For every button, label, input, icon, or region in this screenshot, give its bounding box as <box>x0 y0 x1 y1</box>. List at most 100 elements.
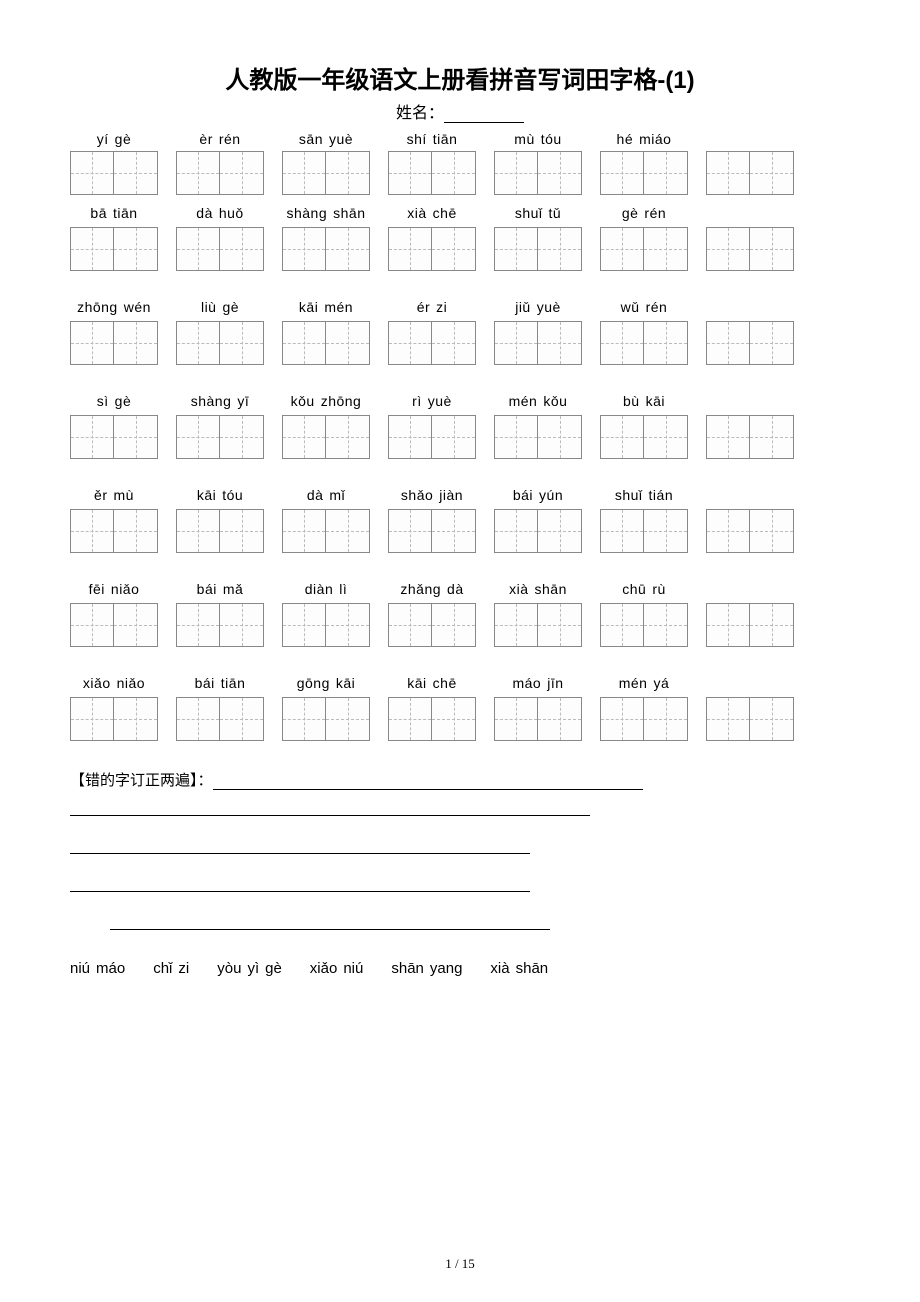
tianzi-cell[interactable] <box>494 227 538 271</box>
tianzi-cell[interactable] <box>114 603 158 647</box>
tianzi-pair[interactable] <box>706 415 794 459</box>
tianzi-pair[interactable] <box>282 151 370 195</box>
tianzi-cell[interactable] <box>432 509 476 553</box>
tianzi-cell[interactable] <box>432 415 476 459</box>
tianzi-pair[interactable] <box>388 227 476 271</box>
tianzi-cell[interactable] <box>388 227 432 271</box>
tianzi-cell[interactable] <box>600 509 644 553</box>
tianzi-cell[interactable] <box>600 697 644 741</box>
tianzi-pair[interactable] <box>70 509 158 553</box>
tianzi-cell[interactable] <box>282 603 326 647</box>
tianzi-cell[interactable] <box>176 151 220 195</box>
tianzi-cell[interactable] <box>70 603 114 647</box>
tianzi-cell[interactable] <box>750 415 794 459</box>
tianzi-pair[interactable] <box>70 697 158 741</box>
tianzi-cell[interactable] <box>644 603 688 647</box>
tianzi-cell[interactable] <box>388 415 432 459</box>
tianzi-cell[interactable] <box>432 603 476 647</box>
tianzi-cell[interactable] <box>538 321 582 365</box>
tianzi-cell[interactable] <box>494 603 538 647</box>
tianzi-pair[interactable] <box>600 509 688 553</box>
tianzi-cell[interactable] <box>282 415 326 459</box>
tianzi-pair[interactable] <box>282 321 370 365</box>
tianzi-pair[interactable] <box>600 603 688 647</box>
tianzi-cell[interactable] <box>388 321 432 365</box>
tianzi-cell[interactable] <box>326 603 370 647</box>
tianzi-cell[interactable] <box>388 509 432 553</box>
tianzi-cell[interactable] <box>538 151 582 195</box>
tianzi-cell[interactable] <box>432 151 476 195</box>
tianzi-cell[interactable] <box>282 509 326 553</box>
tianzi-pair[interactable] <box>706 509 794 553</box>
tianzi-cell[interactable] <box>644 509 688 553</box>
tianzi-pair[interactable] <box>70 321 158 365</box>
tianzi-cell[interactable] <box>538 697 582 741</box>
tianzi-pair[interactable] <box>176 603 264 647</box>
tianzi-cell[interactable] <box>706 697 750 741</box>
tianzi-cell[interactable] <box>538 603 582 647</box>
tianzi-cell[interactable] <box>282 151 326 195</box>
tianzi-cell[interactable] <box>600 415 644 459</box>
tianzi-cell[interactable] <box>176 321 220 365</box>
tianzi-cell[interactable] <box>114 227 158 271</box>
tianzi-cell[interactable] <box>750 321 794 365</box>
tianzi-pair[interactable] <box>600 227 688 271</box>
tianzi-pair[interactable] <box>388 697 476 741</box>
tianzi-cell[interactable] <box>644 151 688 195</box>
tianzi-pair[interactable] <box>282 415 370 459</box>
tianzi-pair[interactable] <box>600 151 688 195</box>
tianzi-pair[interactable] <box>388 151 476 195</box>
correction-blank[interactable] <box>213 776 643 790</box>
tianzi-cell[interactable] <box>706 509 750 553</box>
tianzi-cell[interactable] <box>326 509 370 553</box>
tianzi-cell[interactable] <box>600 321 644 365</box>
blank-line-4[interactable] <box>110 928 550 930</box>
tianzi-cell[interactable] <box>644 227 688 271</box>
blank-line-3[interactable] <box>70 890 530 892</box>
tianzi-pair[interactable] <box>388 321 476 365</box>
tianzi-cell[interactable] <box>220 509 264 553</box>
tianzi-pair[interactable] <box>282 509 370 553</box>
tianzi-cell[interactable] <box>326 697 370 741</box>
tianzi-pair[interactable] <box>494 227 582 271</box>
tianzi-pair[interactable] <box>600 415 688 459</box>
tianzi-cell[interactable] <box>432 321 476 365</box>
tianzi-cell[interactable] <box>70 509 114 553</box>
tianzi-cell[interactable] <box>220 697 264 741</box>
tianzi-pair[interactable] <box>176 415 264 459</box>
tianzi-cell[interactable] <box>494 697 538 741</box>
tianzi-cell[interactable] <box>644 415 688 459</box>
tianzi-cell[interactable] <box>176 697 220 741</box>
tianzi-pair[interactable] <box>494 151 582 195</box>
tianzi-cell[interactable] <box>70 151 114 195</box>
tianzi-cell[interactable] <box>494 321 538 365</box>
tianzi-cell[interactable] <box>326 415 370 459</box>
tianzi-cell[interactable] <box>494 151 538 195</box>
tianzi-pair[interactable] <box>494 697 582 741</box>
tianzi-cell[interactable] <box>706 415 750 459</box>
tianzi-pair[interactable] <box>706 227 794 271</box>
tianzi-cell[interactable] <box>176 227 220 271</box>
blank-line-1[interactable] <box>70 814 590 816</box>
tianzi-cell[interactable] <box>750 227 794 271</box>
tianzi-cell[interactable] <box>114 509 158 553</box>
tianzi-pair[interactable] <box>176 321 264 365</box>
tianzi-cell[interactable] <box>538 509 582 553</box>
tianzi-cell[interactable] <box>432 227 476 271</box>
tianzi-cell[interactable] <box>70 321 114 365</box>
tianzi-pair[interactable] <box>70 151 158 195</box>
tianzi-pair[interactable] <box>706 321 794 365</box>
tianzi-cell[interactable] <box>282 321 326 365</box>
tianzi-pair[interactable] <box>70 415 158 459</box>
tianzi-cell[interactable] <box>600 151 644 195</box>
tianzi-pair[interactable] <box>388 415 476 459</box>
tianzi-cell[interactable] <box>176 509 220 553</box>
tianzi-cell[interactable] <box>494 415 538 459</box>
tianzi-cell[interactable] <box>70 697 114 741</box>
tianzi-cell[interactable] <box>750 509 794 553</box>
tianzi-cell[interactable] <box>220 321 264 365</box>
tianzi-cell[interactable] <box>706 227 750 271</box>
tianzi-pair[interactable] <box>282 227 370 271</box>
tianzi-cell[interactable] <box>750 151 794 195</box>
tianzi-pair[interactable] <box>494 415 582 459</box>
